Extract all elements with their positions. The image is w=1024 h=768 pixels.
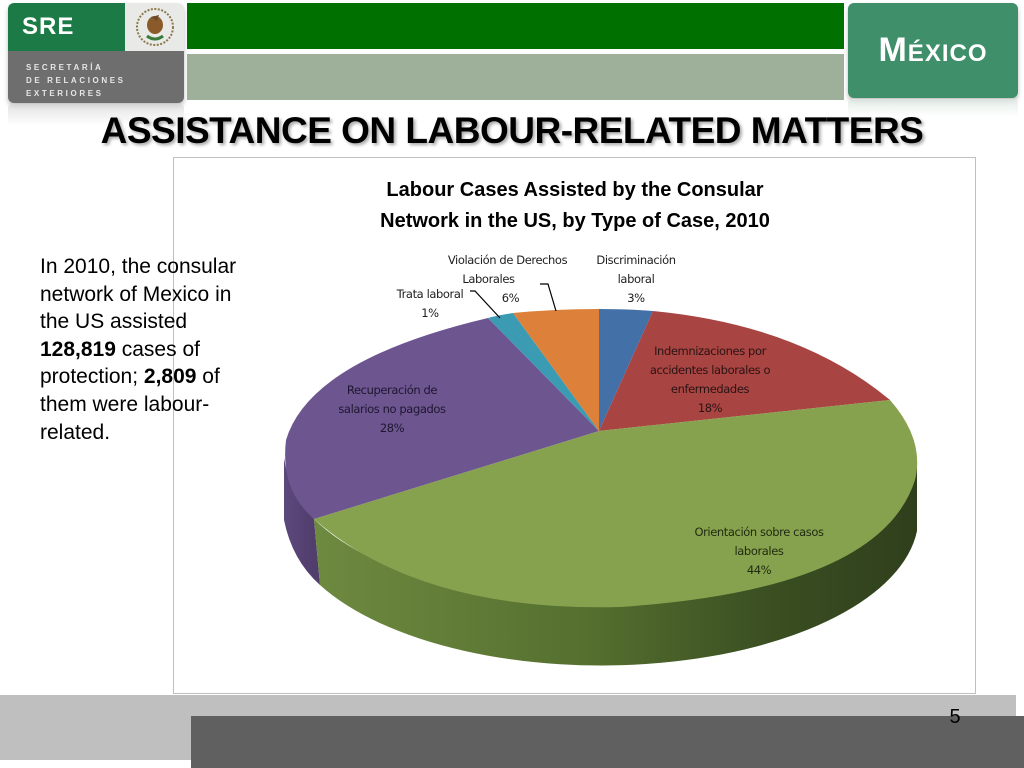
chart-frame <box>173 157 976 694</box>
slice-discriminacion <box>599 309 653 431</box>
label-trata: Trata laboral 1% <box>396 287 464 320</box>
chart-title-line1: Labour Cases Assisted by the Consular <box>386 179 764 201</box>
mexico-logo: México <box>848 3 1018 98</box>
header-green-bar <box>187 3 844 49</box>
label-discriminacion: Discriminación laboral 3% <box>596 253 676 305</box>
label-violacion: Violación de Derechos Laborales 6% <box>447 253 568 305</box>
sre-abbr: SRE <box>22 13 75 40</box>
footer-dark-bar <box>191 716 1024 768</box>
sre-logo-reflection <box>8 104 184 126</box>
leader-line-trata <box>470 290 501 319</box>
page-number: 5 <box>949 706 961 728</box>
mexican-coat-of-arms-icon <box>125 3 184 51</box>
chart-title-line2: Network in the US, by Type of Case, 2010 <box>380 210 770 232</box>
slice-violacion <box>513 309 599 431</box>
slice-trata <box>488 313 599 431</box>
slice-indemnizaciones <box>599 311 890 431</box>
sre-subtitle: SECRETARÍA DE RELACIONES EXTERIORES <box>26 63 126 98</box>
sre-logo-top: SRE <box>8 3 125 51</box>
chart-title: Labour Cases Assisted by the Consular Ne… <box>300 175 850 237</box>
slide-title: ASSISTANCE ON LABOUR-RELATED MATTERS <box>100 110 924 151</box>
slice-orientacion <box>314 400 918 608</box>
pie-side-green <box>314 458 917 666</box>
summary-text: In 2010, the consular network of Mexico … <box>40 255 237 444</box>
mexico-logo-text: México <box>878 31 988 69</box>
sre-logo: SRE SECRETARÍA DE RELACIONES EXTERIORES <box>8 3 184 103</box>
mexico-logo-reflection <box>848 99 1018 117</box>
label-recuperacion: Recuperación de salarios no pagados 28% <box>338 383 446 435</box>
total-cases-value: 128,819 <box>40 337 116 361</box>
labour-cases-value: 2,809 <box>143 365 197 389</box>
sre-logo-bottom: SECRETARÍA DE RELACIONES EXTERIORES <box>8 51 184 103</box>
label-orientacion: Orientación sobre casos laborales 44% <box>694 525 824 577</box>
leader-line-violacion <box>540 283 557 312</box>
header-grey-bar <box>187 54 844 100</box>
slice-recuperacion <box>285 318 599 519</box>
label-indemnizaciones: Indemnizaciones por accidentes laborales… <box>649 344 771 415</box>
